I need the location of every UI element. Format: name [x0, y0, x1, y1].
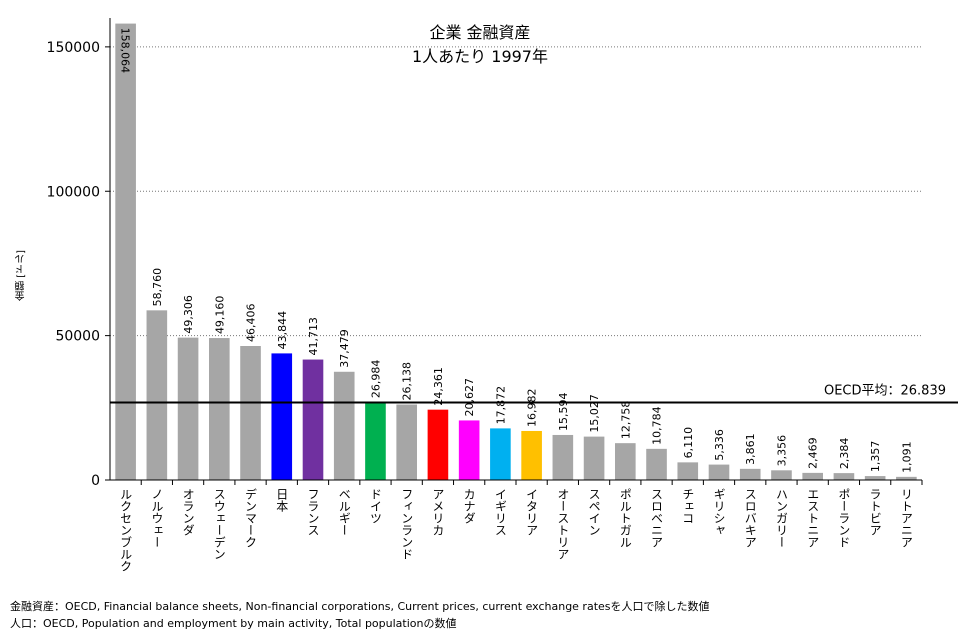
bar: [677, 462, 699, 480]
x-tick-label: ベルギー: [337, 488, 351, 536]
bar: [864, 476, 886, 480]
bar: [771, 470, 792, 480]
x-tick-label: ノルウェー: [150, 488, 164, 548]
y-tick-label: 150000: [47, 40, 100, 56]
data-label: 16,982: [526, 388, 539, 427]
bar: [177, 337, 199, 480]
gridlines: 0 50000 100000 150000: [47, 40, 922, 489]
bar: [115, 23, 136, 480]
x-tick-label: ポルトガル: [618, 488, 632, 548]
data-label: 15,594: [557, 392, 570, 431]
data-label: 158,064: [119, 28, 132, 74]
x-tick-label: 日本: [275, 488, 289, 513]
data-label: 6,110: [682, 427, 695, 459]
bars: 158,064 ルクセンブルク 58,760 ノルウェー 49,306 オランダ 49,16…: [115, 23, 923, 572]
bar: [739, 468, 761, 480]
data-label: 1,091: [900, 441, 913, 473]
bar: [802, 472, 823, 480]
x-tick-label: スウェーデン: [212, 488, 226, 560]
data-label: 3,861: [744, 433, 757, 465]
bar: [365, 402, 386, 480]
x-tick-label: スロバキア: [743, 488, 757, 548]
bar: [708, 464, 730, 480]
x-tick-label: ギリシャ: [712, 488, 726, 536]
x-tick-label: ルクセンブルク: [119, 488, 133, 572]
source-note-2: 人口：OECD, Population and employment by ma…: [10, 617, 457, 630]
bar: [396, 404, 417, 480]
x-tick-label: エストニア: [806, 488, 820, 548]
data-label: 41,713: [307, 317, 320, 356]
y-tick-label: 100000: [47, 184, 100, 200]
x-tick-label: ラトビア: [868, 488, 882, 536]
data-label: 10,784: [651, 406, 664, 445]
bar: [271, 353, 293, 480]
bar: [209, 338, 230, 480]
data-label: 37,479: [338, 329, 351, 368]
data-label: 3,356: [775, 435, 788, 467]
source-note-1: 金融資産：OECD, Financial balance sheets, Non…: [10, 600, 710, 613]
data-label: 26,984: [369, 360, 382, 399]
bar: [146, 310, 168, 480]
bar: [458, 420, 480, 480]
bar: [427, 409, 449, 480]
x-tick-label: アメリカ: [431, 488, 445, 536]
bar: [615, 443, 636, 480]
x-tick-label: フランス: [306, 488, 320, 536]
data-label: 46,406: [245, 304, 258, 343]
x-tick-label: チェコ: [681, 488, 695, 524]
x-tick-label: スペイン: [587, 488, 601, 536]
data-label: 17,872: [494, 386, 507, 425]
bar: [646, 448, 667, 480]
data-label: 58,760: [151, 268, 164, 307]
chart-title-line1: 企業 金融資産: [429, 23, 531, 42]
x-tick-label: イギリス: [493, 488, 507, 536]
bar: [240, 346, 261, 480]
data-label: 1,357: [869, 441, 882, 473]
bar: [833, 473, 855, 480]
oecd-average-label: OECD平均：26.839: [824, 384, 946, 399]
bar: [521, 430, 542, 480]
y-tick-label: 0: [91, 473, 100, 489]
data-label: 20,627: [463, 378, 476, 417]
data-label: 24,361: [432, 367, 445, 406]
x-tick-label: ポーランド: [837, 488, 851, 548]
x-tick-label: ドイツ: [368, 488, 382, 524]
bar: [490, 428, 511, 480]
x-tick-label: オーストリア: [556, 488, 570, 560]
bar: [302, 359, 324, 480]
data-label: 12,758: [619, 401, 632, 440]
x-tick-label: フィンランド: [400, 488, 414, 560]
bar: [552, 434, 574, 480]
y-tick-label: 50000: [55, 329, 100, 345]
data-label: 49,306: [182, 295, 195, 334]
x-tick-label: イタリア: [525, 488, 539, 536]
y-axis-label: 金額 [ドル]: [16, 250, 27, 301]
data-label: 43,844: [276, 311, 289, 350]
bar: [583, 436, 605, 480]
x-tick-label: ハンガリー: [774, 488, 788, 548]
data-label: 15,027: [588, 394, 601, 433]
x-tick-label: スロベニア: [650, 488, 664, 548]
x-tick-label: カナダ: [462, 488, 476, 524]
data-label: 26,138: [401, 362, 414, 401]
data-label: 5,336: [713, 429, 726, 461]
data-label: 2,384: [838, 438, 851, 470]
axes: [109, 18, 922, 481]
chart-title-line2: 1人あたり 1997年: [412, 47, 548, 66]
oecd-average-line-group: OECD平均：26.839: [110, 384, 958, 404]
x-tick-label: オランダ: [181, 488, 195, 536]
x-tick-label: リトアニア: [899, 488, 913, 548]
data-label: 49,160: [213, 296, 226, 334]
data-label: 2,469: [807, 437, 820, 469]
bar: [333, 371, 355, 480]
x-tick-label: デンマーク: [244, 488, 258, 548]
bar: [896, 476, 917, 480]
